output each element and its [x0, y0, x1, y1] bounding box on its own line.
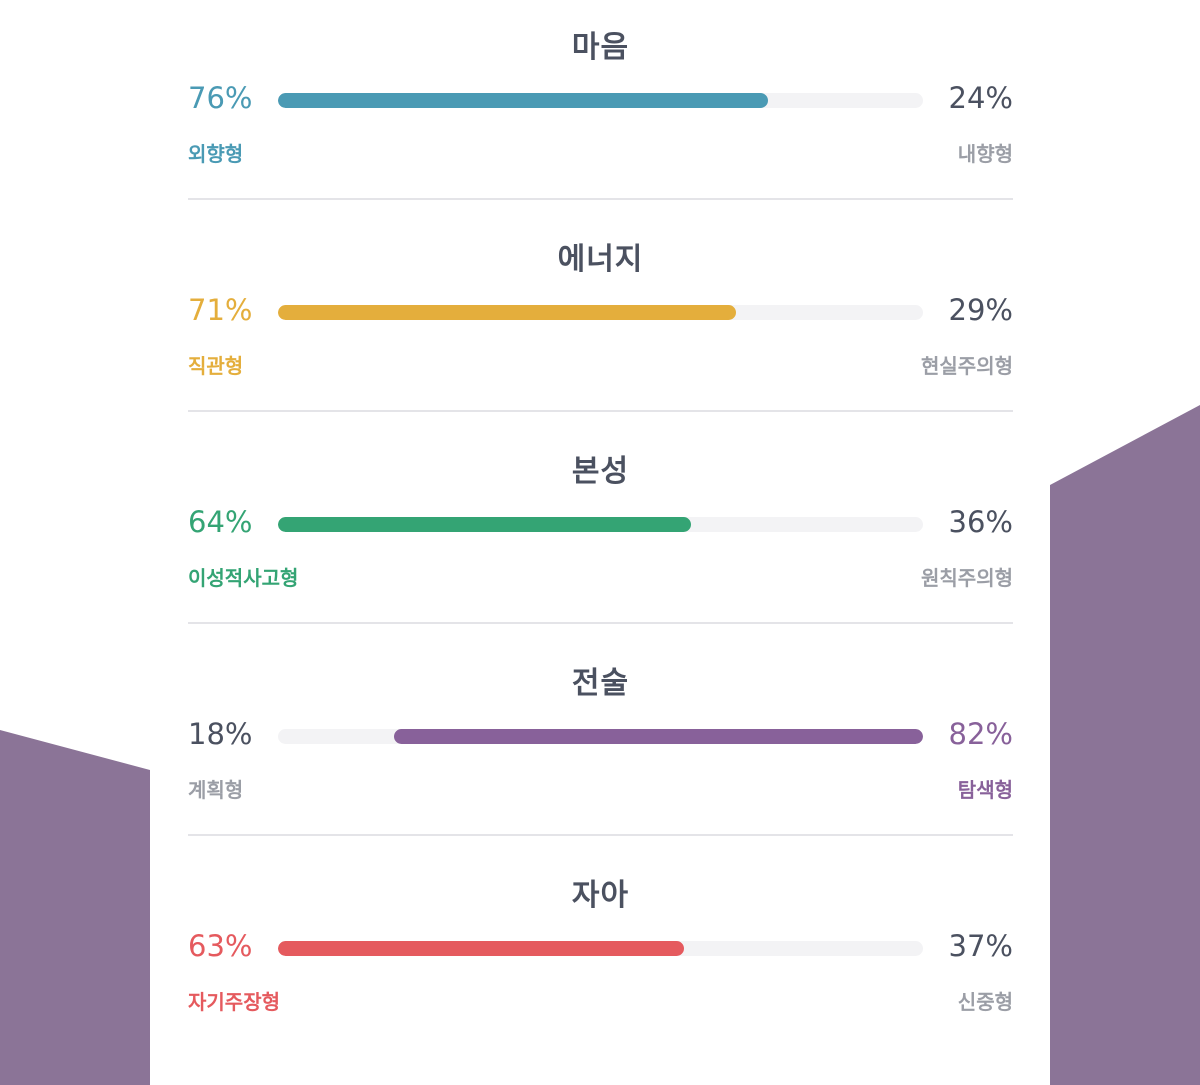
- trait-row-energy: 에너지 71% 29% 직관형 현실주의형: [188, 212, 1013, 412]
- result-card: [150, 0, 1050, 1072]
- left-percent: 63%: [188, 929, 253, 963]
- left-percent: 71%: [188, 293, 253, 327]
- trait-title: 본성: [571, 454, 630, 489]
- left-percent: 18%: [188, 717, 253, 751]
- trait-progress-track: [278, 93, 923, 108]
- left-percent: 76%: [188, 81, 253, 115]
- trait-title: 에너지: [557, 242, 644, 277]
- trait-row-tactics: 전술 18% 82% 계획형 탐색형: [188, 636, 1013, 836]
- left-trait-label: 이성적사고형: [188, 566, 299, 590]
- trait-progress-fill: [394, 729, 923, 744]
- right-percent: 82%: [948, 717, 1013, 751]
- left-trait-label: 직관형: [188, 354, 244, 378]
- right-percent: 37%: [948, 929, 1013, 963]
- trait-title: 자아: [571, 878, 630, 913]
- trait-row-nature: 본성 64% 36% 이성적사고형 원칙주의형: [188, 424, 1013, 624]
- right-trait-label: 탐색형: [957, 778, 1013, 802]
- trait-progress-track: [278, 305, 923, 320]
- trait-progress-fill: [278, 305, 736, 320]
- trait-list: 마음 76% 24% 외향형 내향형 에너지 71% 29% 직관형 현실주의형…: [188, 0, 1013, 1048]
- right-percent: 29%: [948, 293, 1013, 327]
- left-percent: 64%: [188, 505, 253, 539]
- trait-row-identity: 자아 63% 37% 자기주장형 신중형: [188, 848, 1013, 1048]
- right-trait-label: 신중형: [957, 990, 1013, 1014]
- trait-title: 마음: [571, 30, 630, 65]
- trait-progress-track: [278, 941, 923, 956]
- right-trait-label: 원칙주의형: [921, 566, 1013, 590]
- left-trait-label: 자기주장형: [188, 990, 280, 1014]
- trait-progress-fill: [278, 941, 685, 956]
- trait-title: 전술: [571, 666, 630, 701]
- right-trait-label: 내향형: [957, 142, 1013, 166]
- trait-progress-track: [278, 517, 923, 532]
- background-polygon: [0, 405, 1200, 1085]
- trait-progress-fill: [278, 93, 769, 108]
- trait-row-mind: 마음 76% 24% 외향형 내향형: [188, 0, 1013, 200]
- trait-progress-fill: [278, 517, 691, 532]
- right-trait-label: 현실주의형: [921, 354, 1013, 378]
- right-percent: 36%: [948, 505, 1013, 539]
- left-trait-label: 외향형: [188, 142, 244, 166]
- trait-progress-track: [278, 729, 923, 744]
- left-trait-label: 계획형: [188, 778, 244, 802]
- right-percent: 24%: [948, 81, 1013, 115]
